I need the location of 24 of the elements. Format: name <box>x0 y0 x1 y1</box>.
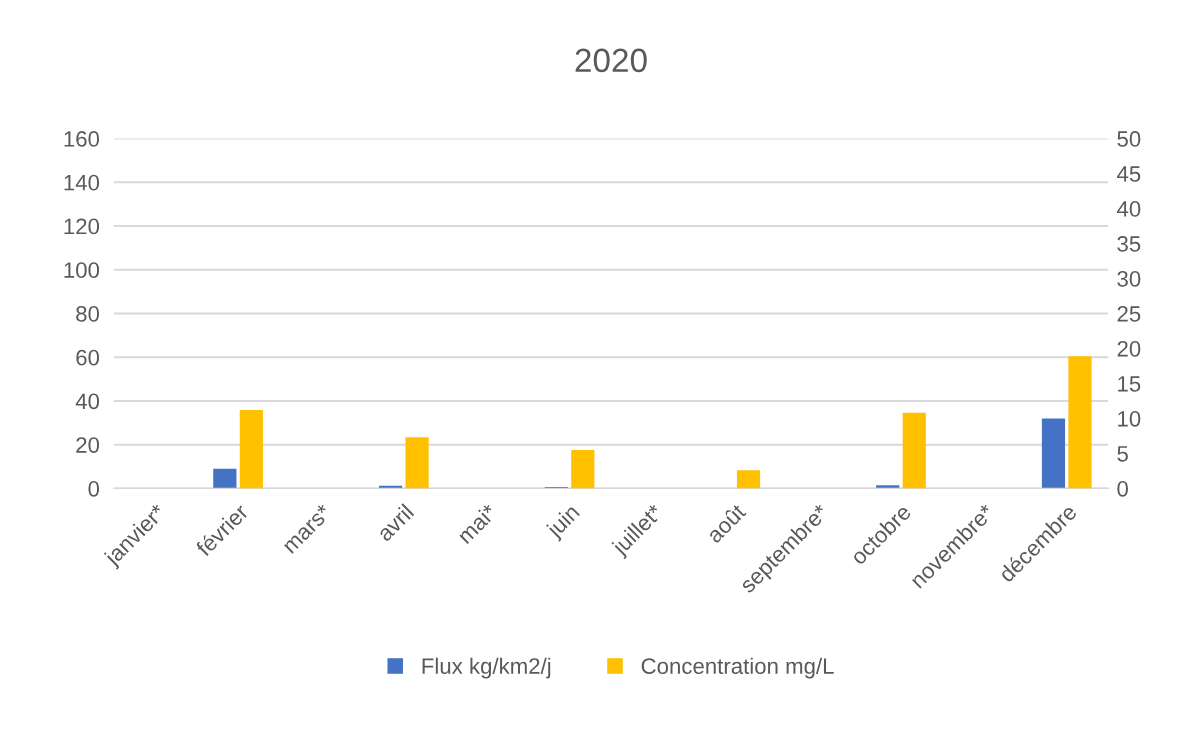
y2-tick-label: 30 <box>1117 271 1141 287</box>
y-tick-label: 100 <box>64 262 100 278</box>
y2-tick-label: 15 <box>1118 376 1141 392</box>
y-tick-label: 20 <box>76 437 100 453</box>
y2-tick-label: 5 <box>1117 446 1128 462</box>
y2-tick-label: 40 <box>1116 201 1141 217</box>
y-tick-label: 160 <box>64 131 100 147</box>
y-tick-label: 60 <box>76 349 100 366</box>
y-tick-label: 80 <box>76 306 100 322</box>
y2-tick-label: 0 <box>1117 480 1128 497</box>
y2-tick-label: 20 <box>1117 341 1141 357</box>
chart-title: 2020 <box>575 48 647 73</box>
y-tick-label: 0 <box>88 480 100 497</box>
y-tick-label: 120 <box>64 218 100 235</box>
y2-tick-label: 25 <box>1117 306 1141 322</box>
x-tick-label: juin <box>544 503 584 542</box>
legend-label: Concentration mg/L <box>641 657 834 679</box>
legend-label: Flux kg/km2/j <box>422 657 551 679</box>
y2-tick-label: 50 <box>1117 131 1141 147</box>
y-tick-label: 140 <box>64 174 100 191</box>
y2-tick-label: 10 <box>1118 410 1141 427</box>
y-tick-label: 40 <box>75 393 100 410</box>
y2-tick-label: 45 <box>1116 166 1141 182</box>
y2-tick-label: 35 <box>1117 236 1141 252</box>
